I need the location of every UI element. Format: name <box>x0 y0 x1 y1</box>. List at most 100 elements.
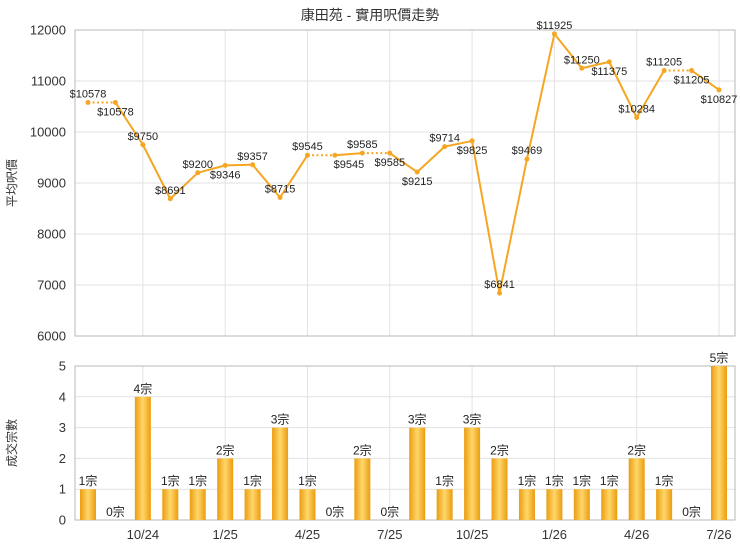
price-data-label: $9200 <box>182 159 213 171</box>
x-tick-label: 4/25 <box>295 527 320 542</box>
volume-bar-label: 3宗 <box>271 412 290 427</box>
price-line-segment <box>251 163 282 199</box>
price-line-segment <box>169 171 199 200</box>
price-line-segment <box>608 60 638 119</box>
price-line-segment <box>141 143 172 200</box>
price-y-tick-label: 8000 <box>37 227 66 242</box>
volume-bars <box>80 366 727 520</box>
price-data-label: $6841 <box>484 279 515 291</box>
volume-bar <box>464 427 481 520</box>
price-grid <box>75 29 735 337</box>
volume-bar <box>162 489 179 520</box>
price-line-segment <box>279 154 309 199</box>
price-y-tick-label: 10000 <box>30 125 66 140</box>
price-line-segment <box>224 163 254 167</box>
price-point <box>359 150 365 156</box>
x-tick-label: 1/26 <box>542 527 567 542</box>
volume-bar-label: 0宗 <box>380 504 399 519</box>
price-point <box>222 162 228 168</box>
price-point <box>414 169 420 175</box>
price-point <box>195 170 201 176</box>
volume-bar-label: 1宗 <box>572 473 591 488</box>
volume-bar-label: 2宗 <box>490 442 509 457</box>
volume-bar-label: 5宗 <box>710 350 729 365</box>
volume-y-tick-label: 0 <box>59 513 66 528</box>
volume-bar <box>628 458 645 520</box>
price-data-label: $8691 <box>155 185 186 197</box>
price-plot-border <box>74 29 736 337</box>
price-line-segment <box>196 164 227 174</box>
volume-bar <box>436 489 453 520</box>
x-tick-label: 7/26 <box>706 527 731 542</box>
volume-y-axis-title: 成交宗數 <box>4 419 19 467</box>
price-data-label: $9585 <box>374 157 405 169</box>
price-point <box>551 31 557 37</box>
volume-bar-label: 3宗 <box>463 412 482 427</box>
volume-bar-label: 2宗 <box>627 442 646 457</box>
x-tick-label: 1/25 <box>213 527 238 542</box>
price-line-segment <box>498 158 528 295</box>
volume-bar-label: 0宗 <box>106 504 125 519</box>
price-y-axis-title: 平均呎價 <box>5 159 19 207</box>
price-data-label: $9346 <box>210 169 241 181</box>
price-y-tick-label: 7000 <box>37 278 66 293</box>
volume-bar-label: 4宗 <box>134 381 153 396</box>
price-y-axis: 6000 7000 8000 9000 10000 11000 12000 <box>30 23 66 344</box>
price-data-label: $9545 <box>334 159 365 171</box>
price-data-label: $11375 <box>591 66 627 78</box>
price-data-label: $11925 <box>536 20 572 32</box>
price-point <box>250 162 256 168</box>
price-point <box>167 196 173 202</box>
price-data-label: $9585 <box>347 139 378 151</box>
x-tick-label: 10/25 <box>456 527 489 542</box>
price-data-label: $9750 <box>128 131 159 143</box>
volume-bar <box>573 489 590 520</box>
price-point <box>579 65 585 71</box>
volume-y-tick-label: 5 <box>59 359 66 374</box>
volume-bar-labels: 1宗 0宗 4宗 1宗 1宗 2宗 1宗 3宗 1宗 0宗 2宗 0宗 3宗 1宗 3宗 2宗 1宗 1宗 1宗 1宗… <box>79 350 729 519</box>
volume-bar-label: 1宗 <box>655 473 674 488</box>
volume-bar <box>272 427 289 520</box>
volume-bar <box>491 458 508 520</box>
price-line-segment <box>114 101 144 146</box>
x-axis: 10/24 1/25 4/25 7/25 10/25 1/26 4/26 7/26 <box>127 527 732 542</box>
price-data-label: $8715 <box>265 184 296 196</box>
price-line-segment <box>333 152 364 157</box>
volume-bar <box>656 489 673 520</box>
price-y-tick-label: 9000 <box>37 176 66 191</box>
price-point <box>524 156 530 162</box>
price-point <box>442 144 448 150</box>
price-y-tick-label: 11000 <box>31 74 66 89</box>
volume-plot-area <box>75 366 735 520</box>
volume-bar <box>518 489 535 520</box>
chart-title: 康田苑 - 實用呎價走勢 <box>301 7 439 23</box>
price-point <box>689 68 695 74</box>
volume-bar <box>244 489 261 520</box>
volume-plot-border <box>74 365 736 521</box>
price-data-label: $11205 <box>646 57 682 69</box>
price-data-label: $11205 <box>674 75 710 87</box>
x-tick-label: 7/25 <box>377 527 402 542</box>
price-point <box>304 152 310 158</box>
price-points <box>85 31 722 296</box>
volume-bar-label: 1宗 <box>435 473 454 488</box>
volume-y-axis: 0 1 2 3 4 5 <box>59 359 66 528</box>
volume-bar-label: 0宗 <box>682 504 701 519</box>
price-y-tick-label: 6000 <box>37 329 66 344</box>
price-line-segment <box>525 32 556 161</box>
volume-bar-label: 1宗 <box>600 473 619 488</box>
price-series-line <box>88 32 720 295</box>
volume-bar-label: 1宗 <box>188 473 207 488</box>
price-data-label: $9357 <box>237 151 268 163</box>
price-line-segment <box>471 139 501 295</box>
price-line-segment <box>690 69 720 91</box>
price-point <box>387 150 393 156</box>
price-line-segment <box>416 145 446 174</box>
x-tick-label: 10/24 <box>127 527 160 542</box>
volume-bar-label: 3宗 <box>408 412 427 427</box>
volume-y-tick-label: 2 <box>59 451 66 466</box>
price-data-label: $9714 <box>429 133 460 145</box>
volume-bar-label: 0宗 <box>326 504 345 519</box>
